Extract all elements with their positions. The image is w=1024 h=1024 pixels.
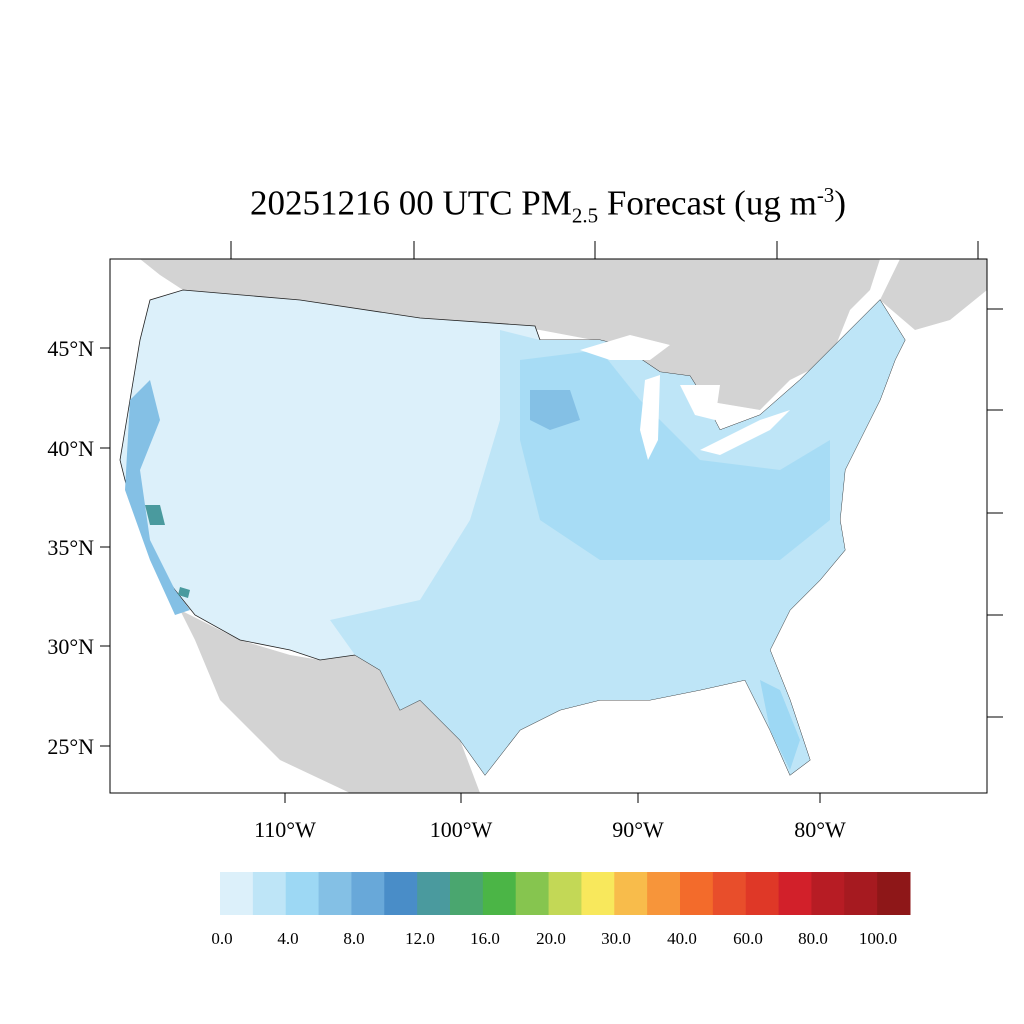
lake-superior [580, 335, 670, 360]
title-text-3: ) [834, 183, 846, 223]
lake-erie-ontario [700, 410, 790, 455]
lon-label: 80°W [794, 817, 846, 842]
title-subscript: 2.5 [571, 203, 599, 228]
lake-michigan [640, 375, 660, 460]
colorbar [220, 872, 911, 915]
title-text-2: Forecast (ug m [598, 183, 817, 223]
la-basin [178, 587, 190, 598]
colorbar-box [318, 872, 352, 915]
colorbar-box [220, 872, 254, 915]
colorbar-label: 80.0 [798, 929, 828, 948]
colorbar-box [712, 872, 747, 915]
colorbar-box [778, 872, 812, 915]
colorbar-label: 0.0 [211, 929, 232, 948]
colorbar-label: 8.0 [343, 929, 364, 948]
minnesota-hotspot [530, 390, 580, 430]
lake-huron [680, 385, 720, 420]
colorbar-label: 100.0 [859, 929, 897, 948]
colorbar-box [450, 872, 484, 915]
colorbar-label: 40.0 [667, 929, 697, 948]
colorbar-box [384, 872, 418, 915]
central-band [520, 350, 830, 560]
colorbar-box [680, 872, 714, 915]
florida-region [760, 680, 800, 770]
title-superscript: -3 [816, 183, 835, 207]
map-title: 20251216 00 UTC PM2.5 Forecast (ug m-3) [0, 183, 1024, 229]
title-text: 20251216 00 UTC PM [250, 183, 572, 223]
lat-label: 35°N [47, 535, 94, 560]
canada-land-east [880, 259, 987, 330]
colorbar-box [745, 872, 780, 915]
colorbar-labels: 0.0 4.0 8.0 12.0 16.0 20.0 30.0 40.0 60.… [211, 929, 897, 948]
canada-land [140, 259, 880, 410]
colorbar-box [844, 872, 878, 915]
colorbar-label: 60.0 [733, 929, 763, 948]
colorbar-label: 4.0 [277, 929, 298, 948]
colorbar-box [811, 872, 845, 915]
colorbar-box [877, 872, 911, 915]
lat-label: 45°N [47, 336, 94, 361]
california-coast [125, 380, 190, 615]
central-valley [145, 505, 165, 525]
map-frame [109, 258, 988, 794]
colorbar-label: 20.0 [536, 929, 566, 948]
lon-label: 110°W [254, 817, 316, 842]
lat-label: 25°N [47, 734, 94, 759]
colorbar-label: 30.0 [601, 929, 631, 948]
mexico-land [180, 610, 480, 793]
lat-label: 30°N [47, 634, 94, 659]
colorbar-label: 16.0 [470, 929, 500, 948]
colorbar-box [647, 872, 681, 915]
colorbar-box [417, 872, 451, 915]
lat-label: 40°N [47, 436, 94, 461]
colorbar-box [581, 872, 615, 915]
colorbar-box [614, 872, 648, 915]
colorbar-box [252, 872, 287, 915]
colorbar-box [515, 872, 550, 915]
colorbar-box [351, 872, 385, 915]
colorbar-box [285, 872, 320, 915]
lon-label: 100°W [430, 817, 493, 842]
colorbar-box [548, 872, 582, 915]
lon-label: 90°W [612, 817, 664, 842]
map-area [110, 259, 987, 793]
colorbar-box [482, 872, 517, 915]
ticks [100, 241, 1003, 803]
colorbar-label: 12.0 [405, 929, 435, 948]
